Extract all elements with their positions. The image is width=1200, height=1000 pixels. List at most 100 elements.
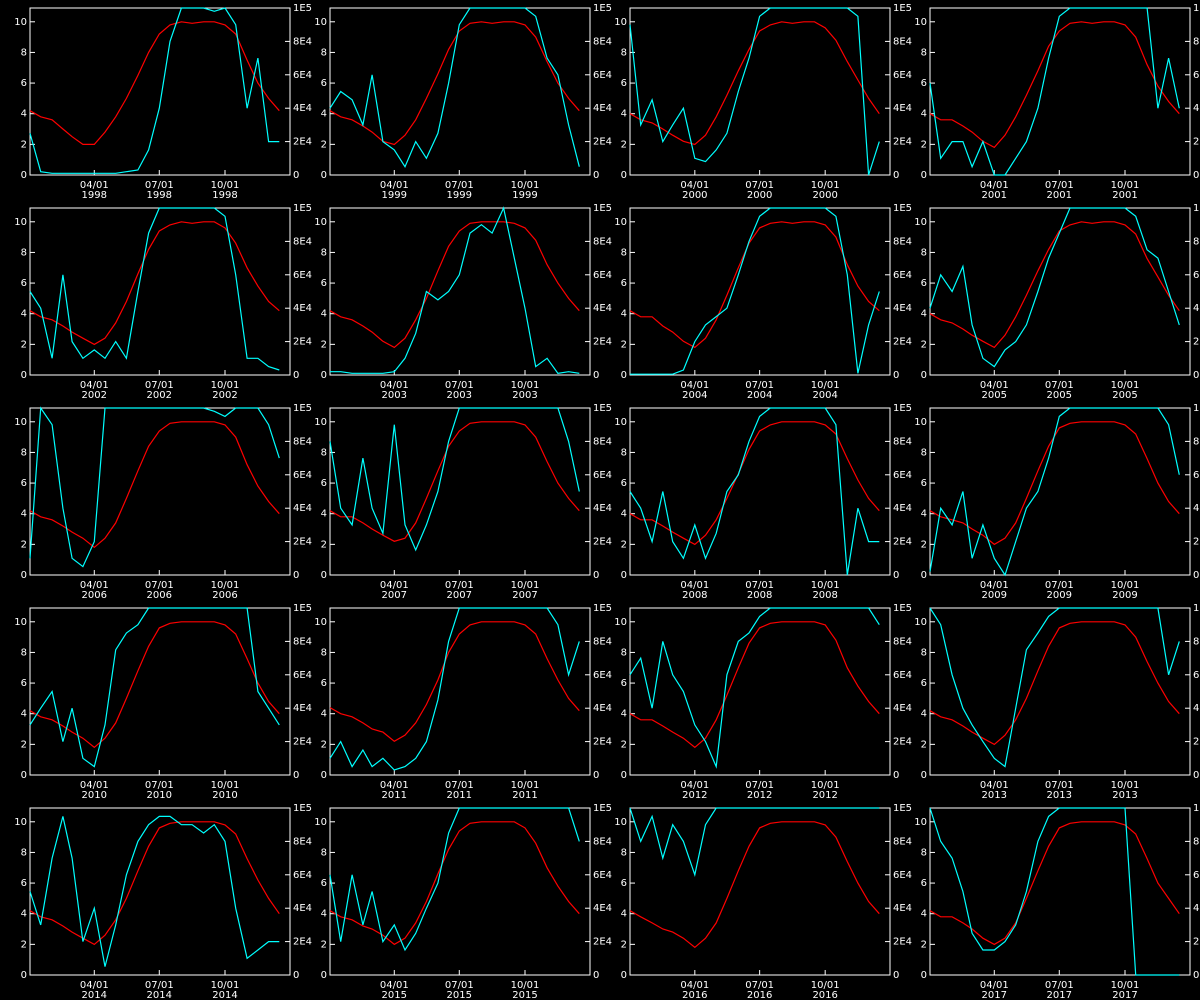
y-tick-label: 8 (621, 447, 627, 458)
x-tick-label: 10/01 (811, 980, 840, 991)
y2-tick-label: 4E4 (1193, 503, 1200, 514)
y-tick-label: 4 (21, 909, 27, 920)
y2-tick-label: 8E4 (893, 236, 912, 247)
y2-tick-label: 1E5 (293, 403, 312, 414)
y2-tick-label: 0 (293, 770, 299, 781)
y2-tick-label: 6E4 (1193, 470, 1200, 481)
x-tick-label: 07/01 (745, 980, 774, 991)
y2-tick-label: 1E5 (593, 803, 612, 814)
y2-tick-label: 4E4 (293, 303, 312, 314)
x-tick-label: 2016 (812, 990, 837, 1000)
y2-tick-label: 0 (593, 770, 599, 781)
x-tick-label: 2007 (382, 590, 407, 601)
y-tick-label: 8 (21, 247, 27, 258)
y-tick-label: 8 (621, 247, 627, 258)
y2-tick-label: 8E4 (893, 36, 912, 47)
x-tick-label: 07/01 (445, 980, 474, 991)
panel: 024681002E44E46E48E41E504/01200507/01200… (914, 203, 1200, 401)
y2-tick-label: 0 (1193, 770, 1199, 781)
y2-tick-label: 2E4 (893, 537, 912, 548)
y2-tick-label: 6E4 (293, 70, 312, 81)
y2-tick-label: 1E5 (593, 203, 612, 214)
y-tick-label: 4 (21, 509, 27, 520)
x-tick-label: 2003 (382, 390, 407, 401)
x-tick-label: 2014 (212, 990, 237, 1000)
y-tick-label: 6 (21, 678, 27, 689)
y2-tick-label: 2E4 (1193, 137, 1200, 148)
x-tick-label: 1998 (147, 190, 172, 201)
x-tick-label: 04/01 (680, 780, 709, 791)
x-tick-label: 10/01 (211, 980, 240, 991)
y-tick-label: 6 (621, 478, 627, 489)
y2-tick-label: 8E4 (593, 36, 612, 47)
y2-tick-label: 2E4 (593, 537, 612, 548)
y2-tick-label: 0 (893, 570, 899, 581)
x-tick-label: 04/01 (980, 180, 1009, 191)
y2-tick-label: 2E4 (293, 537, 312, 548)
x-tick-label: 2010 (147, 790, 172, 801)
y2-tick-label: 2E4 (893, 137, 912, 148)
y-tick-label: 4 (621, 109, 627, 120)
y-tick-label: 2 (21, 539, 27, 550)
panel: 024681002E44E46E48E41E504/01200607/01200… (14, 403, 312, 601)
y2-tick-label: 6E4 (893, 870, 912, 881)
series-line (629, 221, 880, 349)
y-tick-label: 0 (21, 970, 27, 981)
x-tick-label: 10/01 (511, 980, 540, 991)
y-tick-label: 2 (321, 339, 327, 350)
y2-tick-label: 8E4 (293, 436, 312, 447)
x-tick-label: 10/01 (511, 580, 540, 591)
y-tick-label: 4 (621, 909, 627, 920)
series-line (929, 407, 1180, 577)
x-tick-label: 04/01 (80, 580, 109, 591)
y-tick-label: 0 (921, 970, 927, 981)
y2-tick-label: 4E4 (893, 903, 912, 914)
y-tick-label: 4 (21, 709, 27, 720)
series-line (329, 821, 580, 946)
y2-tick-label: 1E5 (893, 203, 912, 214)
x-tick-label: 2015 (382, 990, 407, 1000)
x-tick-label: 07/01 (145, 980, 174, 991)
y-tick-label: 6 (921, 478, 927, 489)
y-tick-label: 6 (621, 678, 627, 689)
x-tick-label: 1998 (212, 190, 237, 201)
y2-tick-label: 0 (1193, 570, 1199, 581)
x-tick-label: 2013 (1047, 790, 1072, 801)
y-tick-label: 4 (321, 509, 327, 520)
y2-tick-label: 2E4 (1193, 937, 1200, 948)
y2-tick-label: 8E4 (893, 836, 912, 847)
y2-tick-label: 8E4 (1193, 36, 1200, 47)
x-tick-label: 07/01 (445, 380, 474, 391)
y-tick-label: 10 (614, 17, 627, 28)
y-tick-label: 0 (621, 170, 627, 181)
y2-tick-label: 8E4 (593, 236, 612, 247)
series-line (629, 7, 880, 176)
x-tick-label: 04/01 (80, 980, 109, 991)
y-tick-label: 2 (21, 939, 27, 950)
plot-frame (29, 607, 291, 776)
y-tick-label: 6 (321, 878, 327, 889)
y2-tick-label: 6E4 (1193, 870, 1200, 881)
y-tick-label: 4 (621, 309, 627, 320)
x-tick-label: 10/01 (1111, 580, 1140, 591)
y-tick-label: 2 (321, 539, 327, 550)
y-tick-label: 6 (21, 878, 27, 889)
x-tick-label: 2006 (212, 590, 237, 601)
y-tick-label: 8 (321, 847, 327, 858)
y2-tick-label: 0 (293, 370, 299, 381)
y2-tick-label: 8E4 (293, 236, 312, 247)
series-line (29, 7, 280, 174)
x-tick-label: 2000 (812, 190, 837, 201)
y2-tick-label: 8E4 (293, 636, 312, 647)
y-tick-label: 8 (621, 847, 627, 858)
x-tick-label: 10/01 (811, 380, 840, 391)
x-tick-label: 07/01 (445, 180, 474, 191)
y2-tick-label: 2E4 (893, 737, 912, 748)
x-tick-label: 10/01 (811, 780, 840, 791)
y-tick-label: 4 (921, 709, 927, 720)
y-tick-label: 10 (614, 817, 627, 828)
y-tick-label: 0 (321, 370, 327, 381)
panel: 024681002E44E46E48E41E504/01201507/01201… (314, 803, 612, 1000)
x-tick-label: 07/01 (745, 580, 774, 591)
y-tick-label: 6 (621, 878, 627, 889)
